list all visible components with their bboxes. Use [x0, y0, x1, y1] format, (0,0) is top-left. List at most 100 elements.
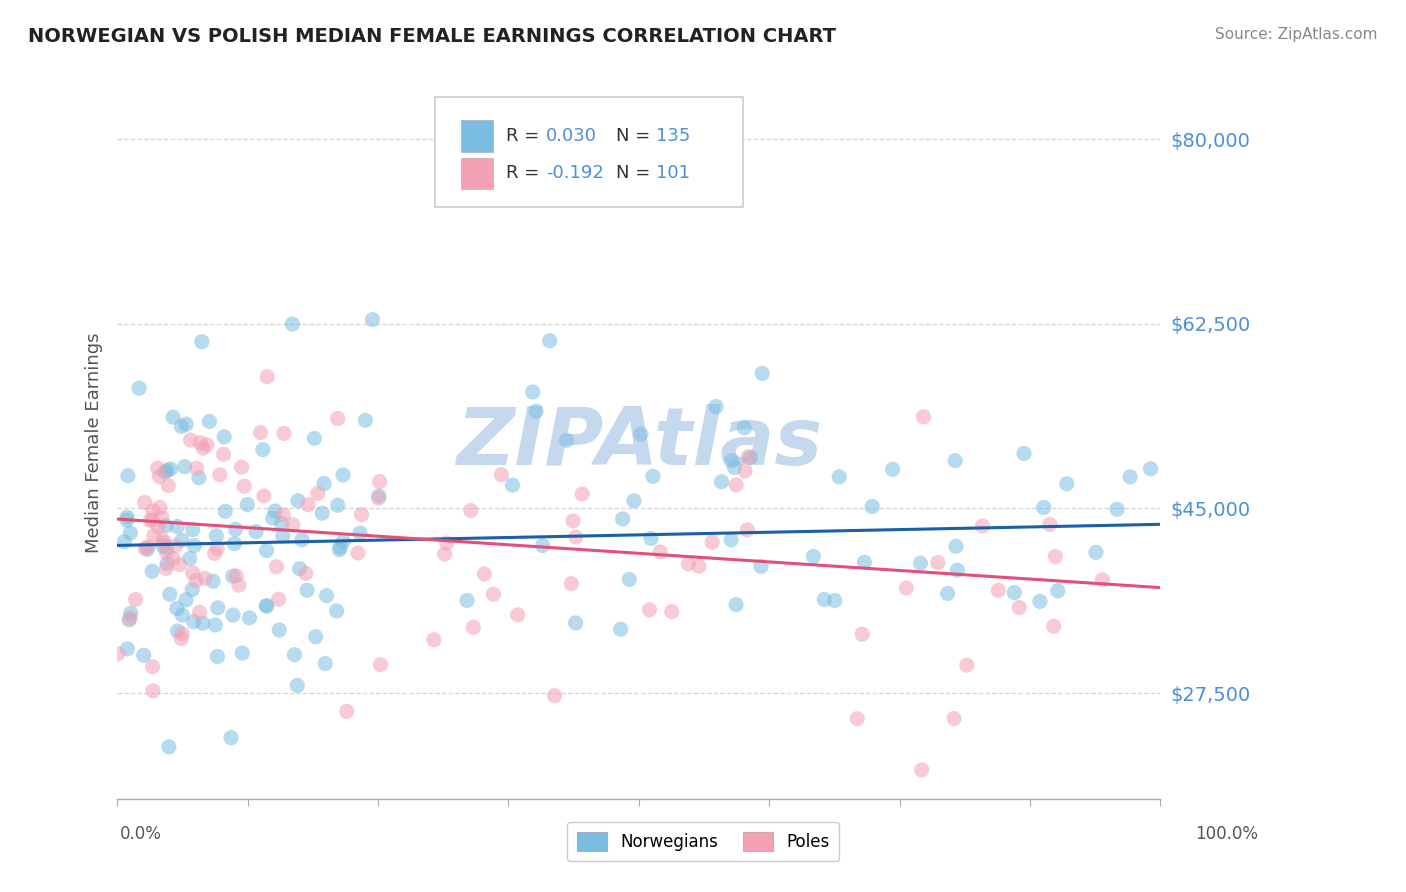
Point	[142, 528, 165, 542]
Point	[142, 683, 165, 698]
Point	[927, 556, 949, 570]
Text: 0.030: 0.030	[546, 127, 598, 145]
Point	[612, 512, 634, 526]
Point	[555, 434, 578, 448]
Point	[266, 559, 288, 574]
Point	[936, 586, 959, 600]
Point	[332, 534, 354, 549]
Point	[304, 630, 326, 644]
Point	[349, 526, 371, 541]
Point	[225, 522, 247, 536]
Point	[249, 425, 271, 440]
Point	[115, 510, 138, 524]
Point	[1039, 517, 1062, 532]
Point	[179, 433, 201, 447]
Legend: Norwegians, Poles: Norwegians, Poles	[567, 822, 839, 862]
Point	[368, 475, 391, 489]
Point	[256, 369, 278, 384]
Point	[956, 658, 979, 673]
Point	[269, 623, 291, 637]
Point	[491, 467, 513, 482]
Point	[543, 689, 565, 703]
Point	[186, 461, 208, 475]
Point	[350, 508, 373, 522]
Point	[156, 463, 179, 477]
Point	[204, 618, 226, 632]
Point	[740, 450, 762, 465]
Point	[271, 508, 294, 522]
Point	[720, 533, 742, 547]
Point	[191, 441, 214, 455]
Point	[281, 317, 304, 331]
Point	[281, 517, 304, 532]
Point	[118, 613, 141, 627]
Point	[678, 557, 700, 571]
Point	[326, 411, 349, 425]
Point	[723, 460, 745, 475]
Point	[630, 427, 652, 442]
Point	[207, 649, 229, 664]
Point	[107, 647, 129, 661]
Point	[222, 608, 245, 623]
Point	[117, 468, 139, 483]
Point	[134, 541, 156, 556]
Point	[134, 495, 156, 509]
Point	[142, 504, 165, 518]
Point	[188, 606, 211, 620]
Point	[361, 312, 384, 326]
Point	[524, 404, 547, 418]
Point	[224, 536, 246, 550]
Point	[159, 462, 181, 476]
Text: N =: N =	[616, 127, 655, 145]
Point	[463, 620, 485, 634]
Point	[297, 498, 319, 512]
Point	[482, 587, 505, 601]
Point	[661, 605, 683, 619]
Point	[1029, 594, 1052, 608]
Point	[1119, 470, 1142, 484]
FancyBboxPatch shape	[436, 97, 744, 208]
Text: ZIPAtlas: ZIPAtlas	[456, 403, 823, 482]
Text: 100.0%: 100.0%	[1195, 825, 1258, 843]
Point	[564, 615, 586, 630]
Point	[166, 624, 188, 638]
Point	[911, 763, 934, 777]
Point	[328, 542, 350, 557]
Point	[190, 435, 212, 450]
Point	[1002, 585, 1025, 599]
Point	[538, 334, 561, 348]
Point	[283, 648, 305, 662]
Point	[288, 561, 311, 575]
Point	[1008, 600, 1031, 615]
Point	[191, 334, 214, 349]
Point	[367, 491, 389, 505]
Point	[245, 524, 267, 539]
Point	[172, 626, 194, 640]
Point	[169, 558, 191, 572]
Point	[945, 539, 967, 553]
Point	[1091, 573, 1114, 587]
Point	[146, 461, 169, 475]
Point	[522, 384, 544, 399]
Point	[128, 381, 150, 395]
Point	[853, 555, 876, 569]
Point	[155, 546, 177, 560]
Point	[315, 589, 337, 603]
Point	[181, 566, 204, 580]
Point	[262, 511, 284, 525]
Point	[225, 569, 247, 583]
Point	[187, 471, 209, 485]
Point	[174, 417, 197, 431]
Point	[304, 431, 326, 445]
Point	[724, 598, 747, 612]
Point	[254, 599, 277, 613]
Point	[271, 529, 294, 543]
Point	[231, 646, 253, 660]
Point	[139, 513, 162, 527]
Point	[1105, 502, 1128, 516]
Text: N =: N =	[616, 164, 655, 182]
Text: 0.0%: 0.0%	[120, 825, 162, 843]
Point	[987, 583, 1010, 598]
Point	[609, 622, 631, 636]
Point	[882, 462, 904, 476]
